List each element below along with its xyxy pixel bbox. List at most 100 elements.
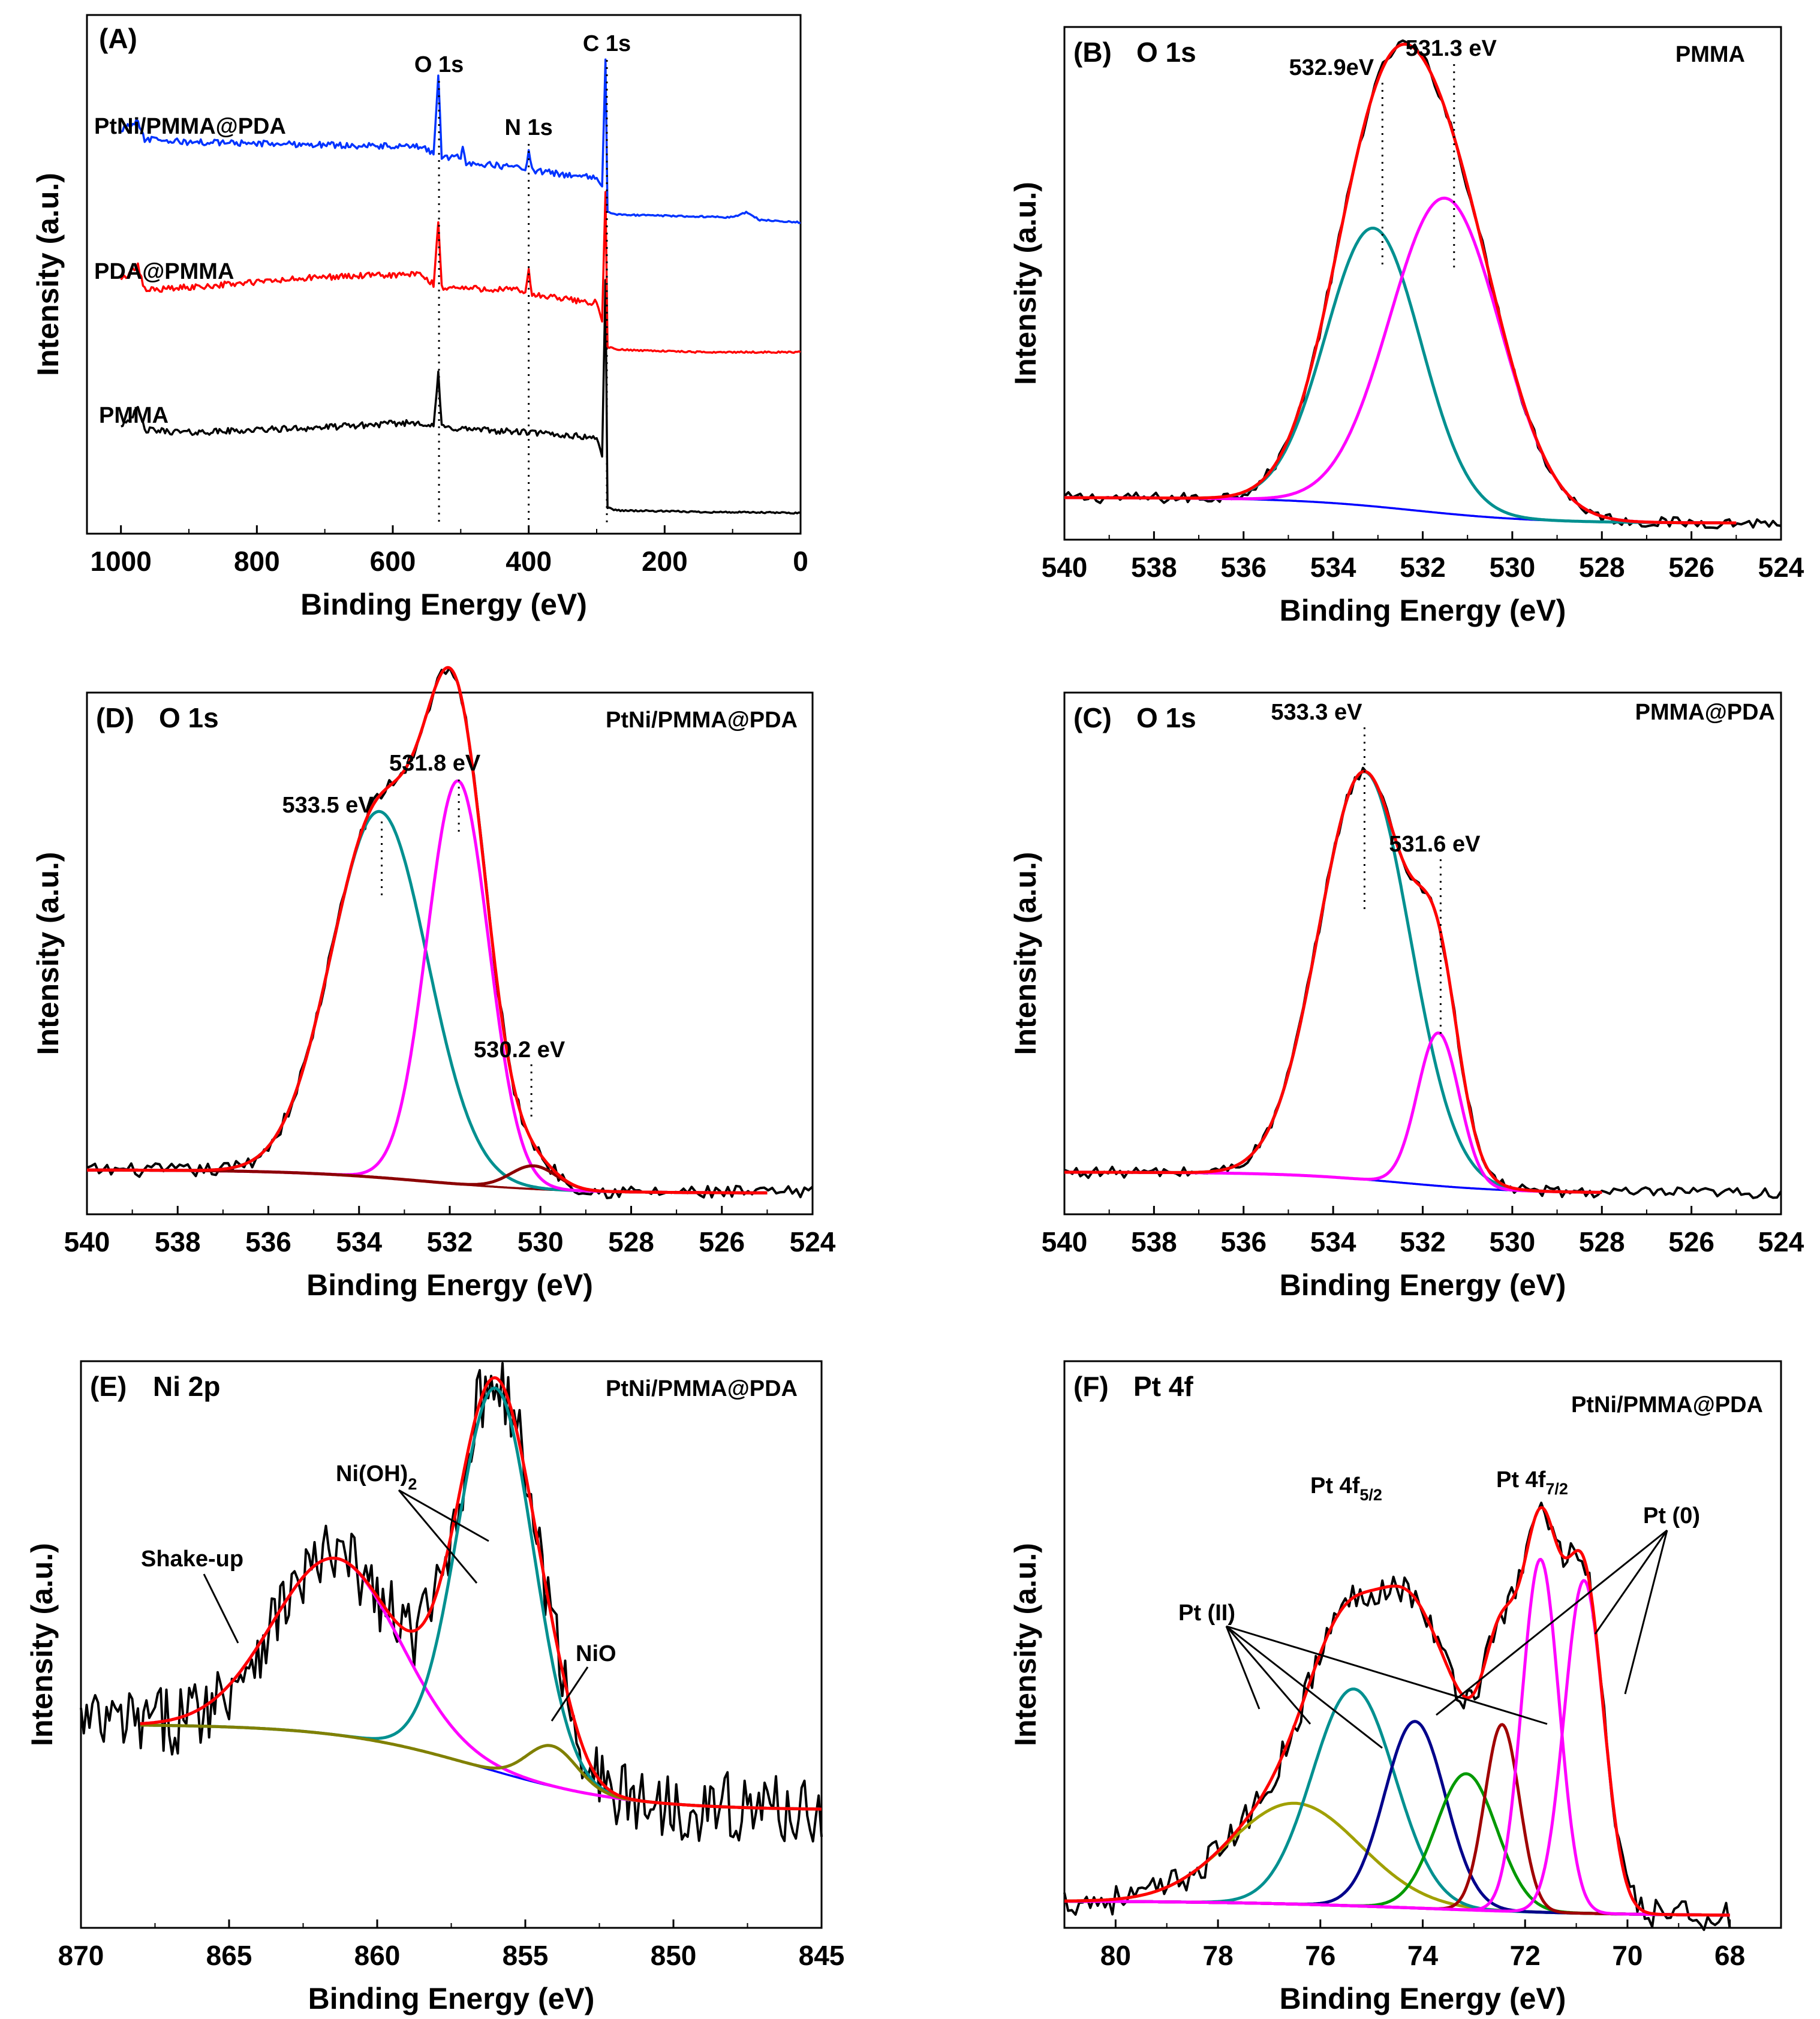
x-tick-label: 524 (1758, 1226, 1804, 1257)
x-tick-label: 538 (1131, 1226, 1177, 1257)
fit-component-ni-oh-2 (140, 1386, 822, 1811)
spectrum-title: Pt 4f (1133, 1371, 1193, 1402)
panel-f-pt4f-spectrum: 80 78 76 74 72 70 68 Binding Energy (eV) Intensi… (1009, 1360, 1782, 2015)
peak-annotation: 533.5 eV (282, 793, 374, 818)
peak-annotation: Pt 4f5/2 (1310, 1473, 1382, 1504)
raw-data-line (1063, 1502, 1731, 1931)
panel-label: (C) (1073, 702, 1112, 733)
x-tick-label: 530 (518, 1226, 564, 1257)
annotation-arrow (1225, 1626, 1311, 1725)
x-tick-label: 534 (336, 1226, 382, 1257)
x-tick-label: 200 (642, 546, 688, 577)
x-tick-label: 865 (206, 1940, 252, 1971)
fit-component-component-1 (1064, 227, 1737, 525)
annotation-arrow (398, 1489, 489, 1542)
raw-data-line (1064, 766, 1782, 1199)
peak-label: C 1s (583, 31, 631, 56)
spectrum-title: Ni 2p (153, 1371, 220, 1402)
series-line-pmma (121, 279, 801, 515)
spectrum-title: O 1s (1136, 702, 1196, 733)
fit-component-component-2 (86, 779, 768, 1194)
peak-annotation: 531.8 eV (389, 751, 481, 776)
fit-component-nio (140, 1723, 822, 1811)
x-tick-label: 532 (1400, 1226, 1446, 1257)
x-tick-label: 850 (651, 1940, 697, 1971)
x-tick-label: 536 (1220, 552, 1267, 583)
fit-component-component-2 (1064, 1031, 1602, 1194)
plot-frame (1063, 691, 1782, 1215)
series-label: PMMA (99, 403, 169, 428)
spectrum-title: O 1s (159, 702, 219, 733)
x-tick-label: 540 (1042, 1226, 1088, 1257)
fit-component-component-2 (1064, 196, 1737, 525)
x-tick-label: 540 (64, 1226, 110, 1257)
annotation-subscript: 2 (408, 1475, 417, 1493)
peak-annotation: 531.3 eV (1406, 36, 1497, 61)
annotation-arrow (1226, 1625, 1548, 1725)
x-tick-label: 534 (1310, 1226, 1356, 1257)
panel-label: (E) (90, 1371, 127, 1402)
peak-annotation: NiO (576, 1641, 616, 1666)
x-tick-label: 0 (793, 546, 808, 577)
x-tick-label: 400 (506, 546, 552, 577)
peak-annotation: 532.9eV (1289, 55, 1374, 80)
panel-label: (D) (96, 702, 134, 733)
fit-envelope-line (1064, 1506, 1730, 1917)
fit-envelope-line (1064, 770, 1602, 1194)
x-tick-label: 855 (503, 1940, 549, 1971)
fit-component-component-1 (86, 810, 768, 1194)
raw-data-line (86, 666, 814, 1199)
series-line-ptni-pmma-pda (121, 58, 801, 224)
y-axis-label: Intensity (a.u.) (1009, 852, 1042, 1055)
peak-annotation: 531.6 eV (1389, 832, 1481, 857)
x-tick-label: 528 (1579, 1226, 1625, 1257)
x-tick-label: 860 (354, 1940, 401, 1971)
annotation-arrow (203, 1573, 239, 1644)
panel-b-pmma-o1s-spectrum: 540 538 536 534 532 530 528 526 524 Binding Energ… (1009, 26, 1804, 627)
x-tick-label: 540 (1042, 552, 1088, 583)
x-tick-label: 524 (1758, 552, 1804, 583)
x-tick-label: 76 (1305, 1940, 1335, 1971)
x-tick-label: 526 (699, 1226, 745, 1257)
x-tick-label: 80 (1100, 1940, 1131, 1971)
y-axis-label: Intensity (a.u.) (31, 173, 65, 376)
x-tick-label: 534 (1310, 552, 1356, 583)
plot-frame (1063, 1360, 1782, 1929)
annotation-arrow (398, 1490, 478, 1584)
plot-frame (1063, 26, 1782, 541)
raw-data-line (1063, 39, 1782, 529)
peak-annotation: 530.2 eV (474, 1037, 565, 1063)
x-tick-label: 74 (1407, 1940, 1439, 1971)
x-tick-label: 532 (1400, 552, 1446, 583)
x-tick-label: 530 (1490, 1226, 1536, 1257)
x-tick-label: 536 (1220, 1226, 1267, 1257)
peak-label: N 1s (505, 115, 553, 140)
annotation-subscript: 5/2 (1359, 1486, 1382, 1504)
panel-label: (A) (99, 23, 137, 54)
series-line-pda-pmma (120, 191, 801, 354)
peak-annotation: Ni(OH)2 (336, 1461, 417, 1493)
x-axis-label: Binding Energy (eV) (300, 588, 587, 621)
sample-label: PtNi/PMMA@PDA (606, 708, 798, 733)
x-tick-label: 870 (58, 1940, 104, 1971)
y-axis-label: Intensity (a.u.) (1009, 182, 1042, 385)
x-tick-label: 800 (234, 546, 280, 577)
peak-label: O 1s (414, 52, 464, 77)
panel-c-pmma-pda-o1s-spectrum: 540 538 536 534 532 530 528 526 524 Binding Energ… (1009, 691, 1804, 1302)
x-axis-label: Binding Energy (eV) (308, 1982, 595, 2015)
x-tick-label: 526 (1668, 1226, 1714, 1257)
annotation-arrow (550, 1666, 589, 1722)
fit-envelope-line (1064, 43, 1737, 525)
panel-e-ni2p-spectrum: 870 865 860 855 850 845 Binding Energy (eV) Int… (25, 1360, 844, 2015)
x-tick-label: 600 (370, 546, 416, 577)
fit-envelope-line (86, 666, 768, 1194)
annotation-arrow (1225, 1626, 1261, 1710)
raw-data-line (80, 1362, 823, 1843)
x-tick-label: 1000 (90, 546, 151, 577)
fit-component-shake-up (140, 1557, 822, 1811)
annotation-subscript: 7/2 (1545, 1480, 1568, 1498)
sample-label: PMMA (1675, 42, 1745, 67)
panel-a-survey-spectrum: 1000 800 600 400 200 0 Binding Energy (eV) Inte… (31, 14, 808, 621)
panel-d-ptni-o1s-spectrum: 540 538 536 534 532 530 528 526 524 Binding Energ… (31, 666, 836, 1302)
